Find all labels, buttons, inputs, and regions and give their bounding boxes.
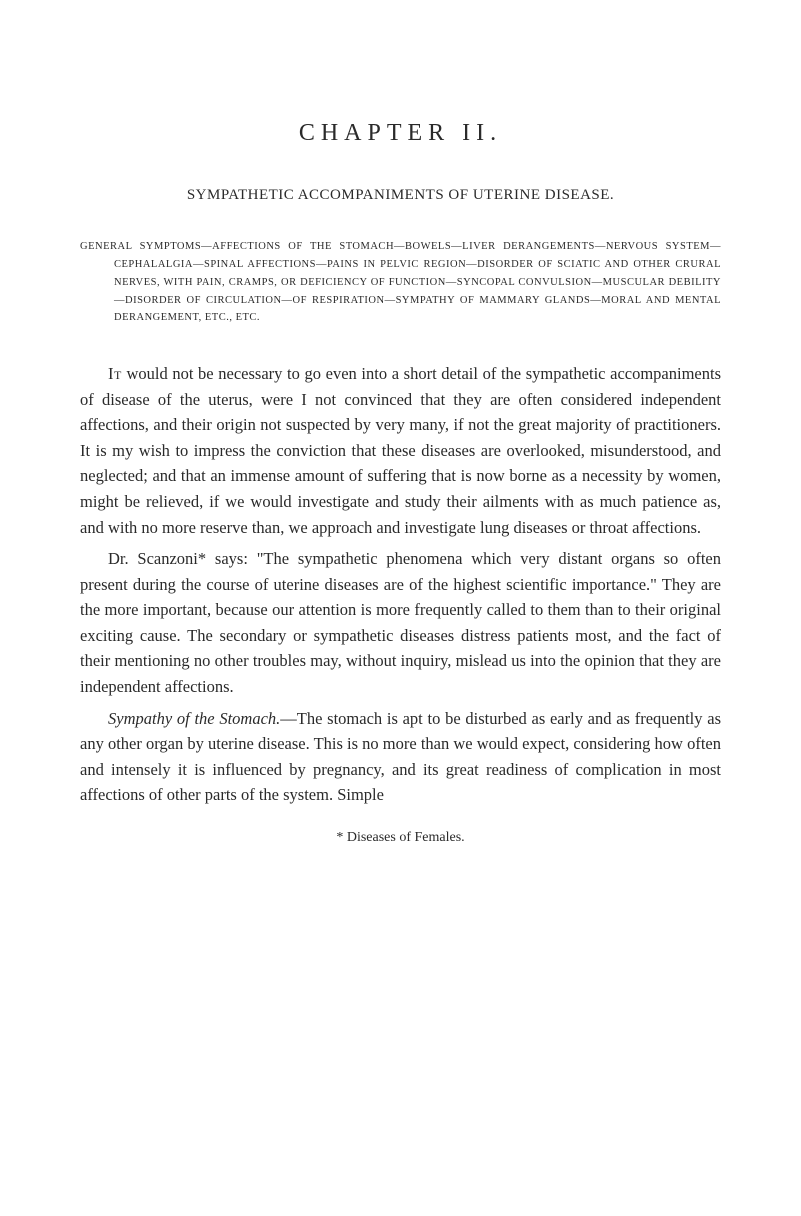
section-title: SYMPATHETIC ACCOMPANIMENTS OF UTERINE DI… xyxy=(80,187,721,204)
paragraph-1-lead: It xyxy=(108,364,122,383)
index-text: GENERAL SYMPTOMS—AFFECTIONS OF THE STOMA… xyxy=(80,238,721,327)
paragraph-1: It would not be necessary to go even int… xyxy=(80,361,721,540)
chapter-title: CHAPTER II. xyxy=(80,120,721,147)
paragraph-1-rest: would not be necessary to go even into a… xyxy=(80,364,721,536)
paragraph-2: Dr. Scanzoni* says: "The sympathetic phe… xyxy=(80,546,721,699)
page: CHAPTER II. SYMPATHETIC ACCOMPANIMENTS O… xyxy=(0,0,801,1216)
index-block: GENERAL SYMPTOMS—AFFECTIONS OF THE STOMA… xyxy=(80,238,721,327)
footnote: * Diseases of Females. xyxy=(80,830,721,846)
paragraph-3: Sympathy of the Stomach.—The stomach is … xyxy=(80,706,721,808)
paragraph-3-lead: Sympathy of the Stomach. xyxy=(108,709,280,728)
